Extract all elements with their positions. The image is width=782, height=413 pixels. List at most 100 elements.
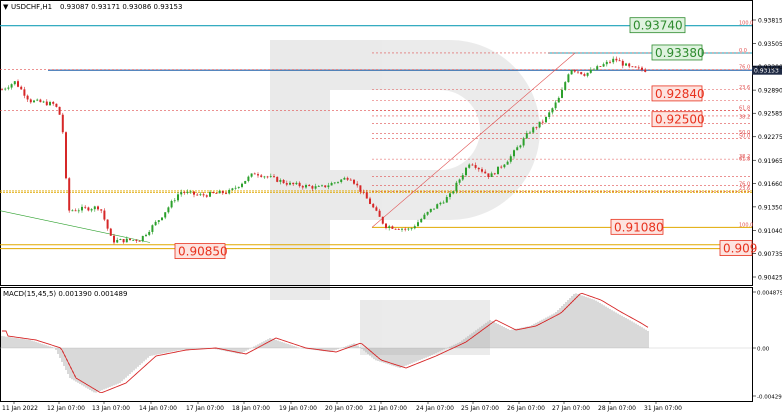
candle-body [353, 179, 355, 184]
candle-body [516, 147, 519, 151]
candle-body [509, 156, 512, 162]
candle [596, 64, 599, 71]
candle-body [180, 192, 183, 195]
candle [241, 182, 243, 189]
candle-body [369, 198, 371, 204]
candle [330, 181, 333, 186]
level-box-label: 0.93380 [655, 46, 705, 60]
candle [269, 173, 272, 178]
candle [439, 201, 442, 206]
fib-percent-label: 50.0 [739, 134, 750, 140]
candle [13, 80, 16, 86]
candle [20, 85, 23, 90]
candle-body [81, 206, 83, 211]
candle [276, 176, 279, 183]
candle-body [589, 69, 592, 73]
candle [365, 189, 368, 199]
candle-body [388, 226, 391, 228]
candle [260, 174, 263, 178]
candle-body [525, 133, 528, 139]
candle [135, 239, 138, 243]
candle-body [330, 183, 333, 186]
macd-tick-label: -0.004292 [757, 395, 782, 401]
candle-body [241, 183, 243, 187]
candle [481, 167, 483, 174]
candle [500, 165, 503, 169]
candle-body [250, 173, 253, 177]
price-tick-label: 0.92890 [758, 88, 782, 95]
candle-body [378, 210, 381, 217]
candle-body [52, 102, 55, 104]
candle-body [68, 178, 71, 211]
candle-body [609, 61, 611, 63]
candle-body [593, 69, 595, 71]
candle-body [148, 231, 151, 235]
candle [317, 184, 320, 187]
candle-body [167, 207, 170, 213]
candle-body [490, 173, 493, 178]
price-tick-label: 0.93505 [758, 41, 782, 48]
candle [548, 110, 551, 120]
candle-body [23, 89, 26, 96]
candle [503, 163, 506, 169]
candle-body [436, 204, 439, 209]
candle [391, 225, 394, 230]
candle [407, 227, 410, 232]
candle [583, 72, 586, 77]
candle [250, 173, 253, 178]
candle-body [141, 235, 144, 242]
candle [340, 178, 343, 184]
candle [385, 222, 387, 230]
candle-body [433, 208, 435, 210]
fib-percent-label: 61.8 [739, 156, 750, 162]
candle-body [199, 194, 202, 196]
candle [7, 85, 10, 91]
candle-body [305, 185, 307, 188]
time-tick-label: 25 Jan 07:00 [461, 405, 499, 412]
candle-body [618, 60, 621, 62]
candle [151, 224, 154, 235]
candle-body [477, 167, 480, 170]
time-tick-label: 21 Jan 07:00 [369, 405, 407, 412]
candle-body [212, 192, 215, 194]
candle-body [493, 173, 496, 175]
candle-body [596, 66, 599, 70]
candle-body [295, 182, 298, 185]
candle-body [4, 88, 7, 90]
candle [359, 185, 362, 195]
candle [285, 180, 288, 187]
candle-body [413, 226, 416, 229]
candle [612, 56, 615, 65]
candle-body [29, 99, 32, 103]
candle-body [196, 194, 199, 196]
candle-body [455, 182, 458, 192]
current-price-marker [752, 65, 782, 75]
candle-body [644, 69, 647, 72]
candle-body [503, 164, 506, 168]
candle-body [570, 69, 573, 75]
candle-body [97, 206, 99, 210]
candle [529, 130, 531, 134]
candle [378, 208, 381, 217]
candle-body [231, 188, 234, 190]
candle [589, 67, 592, 74]
candle-body [71, 210, 74, 212]
candle-body [10, 84, 13, 88]
candle-body [561, 89, 563, 98]
time-tick-label: 31 Jan 07:00 [644, 405, 682, 412]
candle [557, 96, 560, 103]
candle-body [13, 81, 16, 85]
candle-body [269, 176, 272, 177]
candle-body [468, 164, 471, 168]
candle [173, 197, 176, 203]
level-box-label: 0.91080 [614, 220, 664, 234]
candle-body [394, 228, 397, 230]
macd-tick-label: 0.00 [757, 347, 770, 353]
candle-body [532, 127, 535, 133]
candle-body [349, 179, 352, 181]
candle-body [119, 239, 122, 240]
symbol-arrow-icon[interactable]: ▼ [3, 3, 9, 11]
candle [493, 172, 496, 175]
macd-tick-label: 0.004879 [757, 291, 782, 297]
